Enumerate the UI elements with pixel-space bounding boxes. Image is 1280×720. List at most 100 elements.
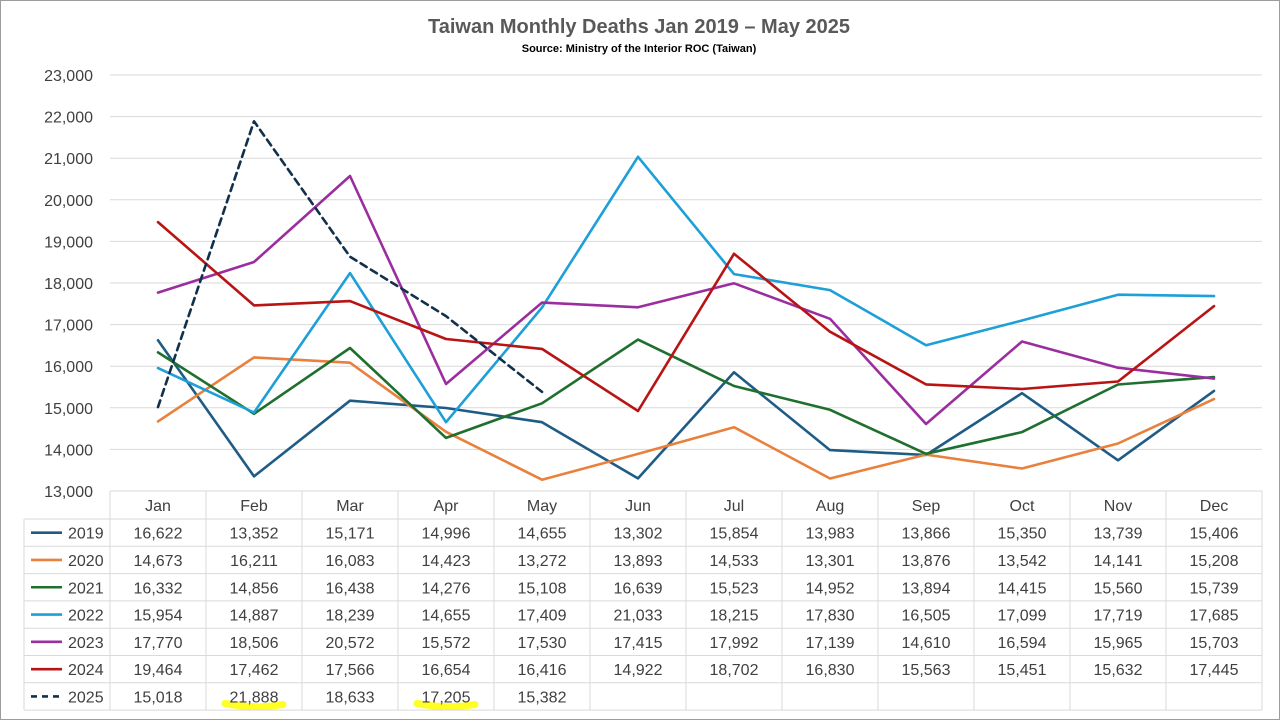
month-label: Jun (625, 498, 651, 515)
gridlines (110, 74, 1262, 450)
table-cell: 14,655 (422, 608, 471, 625)
y-tick-label: 19,000 (44, 234, 93, 251)
table-cell: 17,830 (806, 608, 855, 625)
month-label: Mar (336, 498, 364, 515)
table-cell: 15,572 (422, 635, 471, 652)
table-cell: 15,406 (1190, 526, 1239, 543)
y-tick-label: 13,000 (44, 484, 93, 501)
table-cell: 13,352 (230, 526, 279, 543)
table-cell: 18,702 (710, 662, 759, 679)
table-cell: 14,952 (806, 580, 855, 597)
table-cell: 17,099 (998, 608, 1047, 625)
table-cell: 16,639 (614, 580, 663, 597)
table-cell: 13,876 (902, 553, 951, 570)
table-cell: 16,622 (134, 526, 183, 543)
month-label: Oct (1010, 498, 1035, 515)
y-tick-label: 22,000 (44, 110, 93, 127)
month-label: Dec (1200, 498, 1228, 515)
table-cell: 15,018 (134, 689, 183, 706)
table-cell: 15,703 (1190, 635, 1239, 652)
series-name: 2021 (68, 580, 104, 597)
series-line-2020 (156, 356, 1216, 482)
table-cell: 13,983 (806, 526, 855, 543)
series-name: 2023 (68, 635, 104, 652)
table-cell: 14,922 (614, 662, 663, 679)
y-axis-ticks: 13,000 14,000 15,000 16,000 17,000 18,000 19,0… (44, 68, 93, 501)
table-cell: 15,382 (518, 689, 567, 706)
table-cell: 15,739 (1190, 580, 1239, 597)
table-cell: 14,610 (902, 635, 951, 652)
table-cell: 21,888 (230, 689, 279, 706)
table-cell: 13,894 (902, 580, 951, 597)
series-name: 2025 (68, 689, 104, 706)
table-cell: 14,415 (998, 580, 1047, 597)
table-cell: 14,423 (422, 553, 471, 570)
table-cell: 16,594 (998, 635, 1047, 652)
table-cell: 16,505 (902, 608, 951, 625)
table-cell: 14,276 (422, 580, 471, 597)
table-cell: 18,633 (326, 689, 375, 706)
table-cell: 14,856 (230, 580, 279, 597)
y-tick-label: 17,000 (44, 318, 93, 335)
table-cell: 13,272 (518, 553, 567, 570)
series-line-2019 (156, 338, 1216, 480)
table-cell: 17,992 (710, 635, 759, 652)
table-cell: 16,438 (326, 580, 375, 597)
table-cell: 21,033 (614, 608, 663, 625)
table-cell: 16,332 (134, 580, 183, 597)
table-cell: 16,211 (230, 553, 278, 570)
table-cell: 19,464 (134, 662, 183, 679)
table-cell: 15,560 (1094, 580, 1143, 597)
y-tick-label: 14,000 (44, 442, 93, 459)
table-cell: 15,208 (1190, 553, 1239, 570)
table-cell: 14,533 (710, 553, 759, 570)
table-cell: 13,542 (998, 553, 1047, 570)
table-cell: 13,739 (1094, 526, 1143, 543)
y-tick-label: 15,000 (44, 401, 93, 418)
table-cell: 17,566 (326, 662, 375, 679)
series-name: 2019 (68, 526, 104, 543)
y-tick-label: 21,000 (44, 151, 93, 168)
table-cell: 13,301 (806, 553, 855, 570)
table-cell: 13,302 (614, 526, 663, 543)
series-name: 2024 (68, 662, 104, 679)
y-tick-label: 20,000 (44, 193, 93, 210)
data-table: Jan Feb Mar Apr May Jun Jul Aug Sep Oct Nov Dec 2019… (23, 490, 1263, 711)
series-name: 2020 (68, 553, 104, 570)
table-cell: 16,830 (806, 662, 855, 679)
table-cell: 15,523 (710, 580, 759, 597)
table-cell: 14,141 (1094, 553, 1143, 570)
highlight-mark (221, 699, 287, 711)
chart-title: Taiwan Monthly Deaths Jan 2019 – May 202… (428, 16, 850, 38)
table-cell: 15,108 (518, 580, 567, 597)
table-cell: 14,673 (134, 553, 183, 570)
plot-lines (156, 120, 1216, 482)
month-label: Feb (240, 498, 268, 515)
table-cell: 20,572 (326, 635, 375, 652)
table-cell: 17,205 (422, 689, 471, 706)
series-line-2023 (156, 174, 1216, 426)
table-cell: 16,654 (422, 662, 471, 679)
table-cell: 15,451 (998, 662, 1047, 679)
table-cell: 15,954 (134, 608, 183, 625)
table-cell: 15,563 (902, 662, 951, 679)
table-cell: 15,350 (998, 526, 1047, 543)
month-label: Jan (145, 498, 171, 515)
table-cell: 16,416 (518, 662, 567, 679)
table-cell: 17,530 (518, 635, 567, 652)
month-label: Sep (912, 498, 941, 515)
table-cell: 17,445 (1190, 662, 1239, 679)
month-label: May (527, 498, 557, 515)
series-line-2022 (156, 155, 1216, 424)
table-cell: 18,506 (230, 635, 279, 652)
table-cell: 13,866 (902, 526, 951, 543)
table-cell: 14,655 (518, 526, 567, 543)
table-cell: 18,215 (710, 608, 759, 625)
y-tick-label: 23,000 (44, 68, 93, 85)
series-name: 2022 (68, 608, 104, 625)
table-cell: 14,887 (230, 608, 279, 625)
table-cell: 17,409 (518, 608, 567, 625)
table-cell: 15,632 (1094, 662, 1143, 679)
highlight-mark (413, 699, 479, 711)
table-cell: 15,965 (1094, 635, 1143, 652)
